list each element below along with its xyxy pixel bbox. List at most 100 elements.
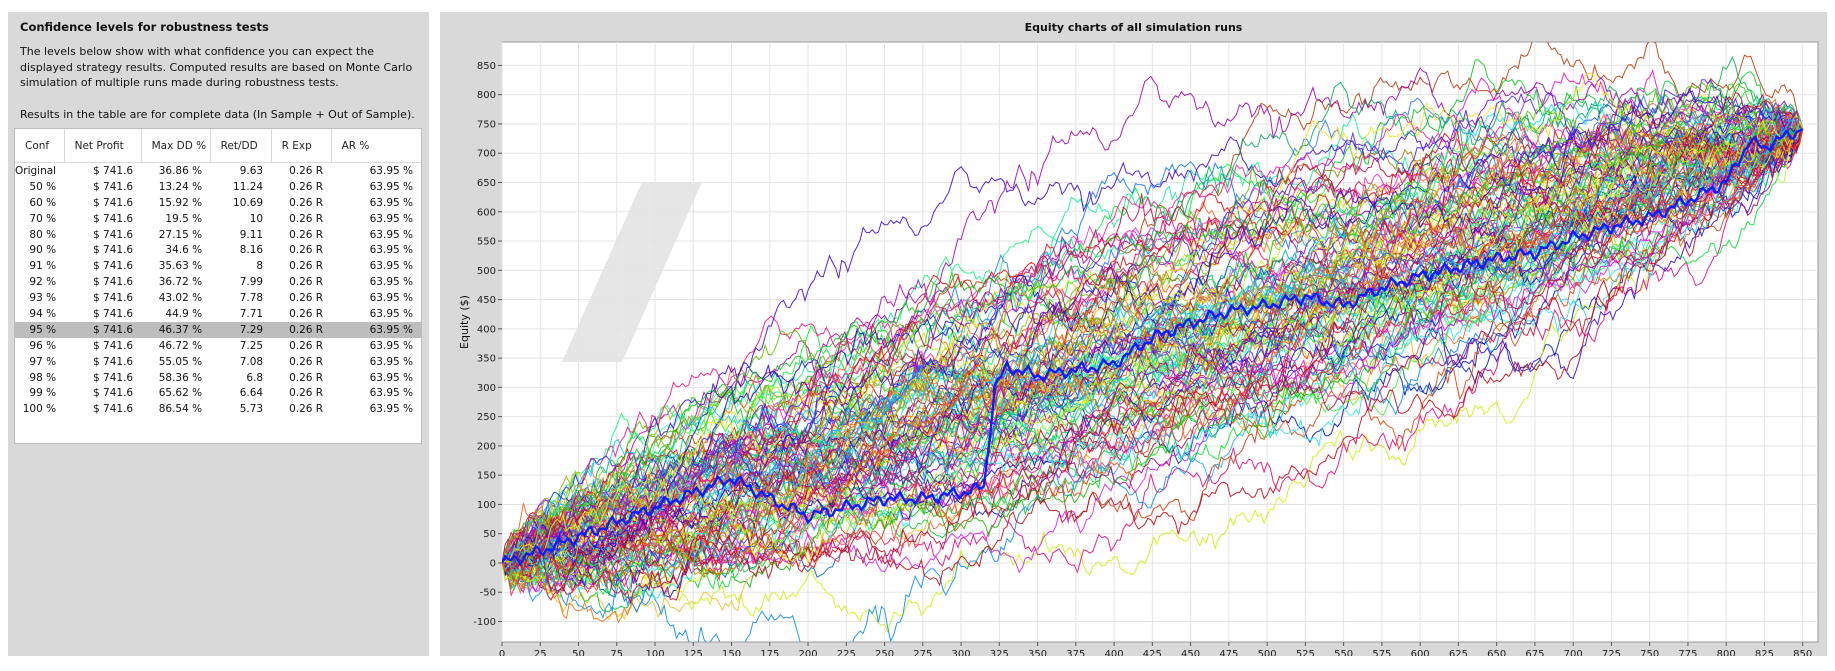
table-cell: 0.26 R: [289, 292, 324, 305]
table-cell: $ 741.6: [64, 321, 142, 338]
table-cell: $ 741.6: [93, 355, 134, 368]
simulation-run-line: [502, 67, 1803, 576]
table-cell: 93 %: [29, 292, 57, 305]
table-row[interactable]: 91 % $ 741.6 35.63 % 8 0.26 R 63.95 %: [15, 258, 421, 274]
x-tick-label: 400: [1105, 649, 1124, 656]
table-cell: 63.95 %: [369, 292, 413, 305]
table-cell: 0.26 R: [289, 276, 324, 289]
equity-chart-panel: Equity charts of all simulation runs 0 25…: [440, 12, 1827, 656]
x-tick-label: 800: [1717, 649, 1736, 656]
simulation-run-line: [502, 128, 1804, 633]
equity-chart: 0 25 50 75 100 125 150 175 200 225 250 275 300 325 350…: [458, 41, 1819, 656]
table-row[interactable]: 92 % $ 741.6 36.72 % 7.99 0.26 R 63.95 %: [15, 274, 421, 290]
column-header-ar[interactable]: AR %: [331, 129, 421, 163]
table-cell: 95 %: [15, 321, 65, 338]
column-header-net-profit[interactable]: Net Profit: [64, 129, 142, 163]
y-tick-label: 50: [483, 529, 496, 540]
table-cell: 0.26 R: [289, 403, 324, 416]
simulation-run-line: [502, 124, 1804, 570]
table-cell: 65.62 %: [158, 387, 203, 400]
table-cell: 63.95 %: [369, 260, 413, 273]
table-cell: 0.26 R: [289, 196, 324, 209]
table-row[interactable]: 80 % $ 741.6 27.15 % 9.11 0.26 R 63.95 %: [15, 227, 421, 243]
table-row[interactable]: 90 % $ 741.6 34.6 % 8.16 0.26 R 63.95 %: [15, 242, 421, 258]
table-cell: 0.26 R: [289, 355, 324, 368]
table-cell: 50 %: [29, 180, 57, 193]
x-tick-label: 675: [1525, 649, 1544, 656]
x-tick-label: 25: [534, 649, 547, 656]
x-tick-label: 150: [722, 649, 741, 656]
table-row[interactable]: 50 % $ 741.6 13.24 % 11.24 0.26 R 63.95 %: [15, 179, 421, 195]
table-row[interactable]: 97 % $ 741.6 55.05 % 7.08 0.26 R 63.95 %: [15, 354, 421, 370]
x-tick-label: 500: [1258, 649, 1277, 656]
column-header-max-dd[interactable]: Max DD %: [141, 129, 211, 163]
table-row[interactable]: 70 % $ 741.6 19.5 % 10 0.26 R 63.95 %: [15, 211, 421, 227]
y-tick-label: 150: [477, 471, 496, 482]
simulation-run-line: [502, 119, 1804, 565]
table-cell: 63.95 %: [369, 164, 413, 177]
x-tick-label: 625: [1449, 649, 1468, 656]
x-tick-label: 550: [1334, 649, 1353, 656]
table-row[interactable]: 96 % $ 741.6 46.72 % 7.25 0.26 R 63.95 %: [15, 338, 421, 354]
table-row[interactable]: Original $ 741.6 36.86 % 9.63 0.26 R 63.95 %: [15, 163, 421, 179]
y-tick-label: 250: [477, 412, 496, 423]
y-tick-label: 300: [477, 383, 496, 394]
table-cell: 0.26 R: [289, 180, 324, 193]
table-cell: 19.5 %: [165, 212, 203, 225]
table-cell: 94 %: [29, 307, 57, 320]
table-cell: 63.95 %: [331, 321, 421, 338]
x-tick-label: 175: [760, 649, 779, 656]
x-tick-label: 525: [1296, 649, 1315, 656]
table-cell: 35.63 %: [158, 260, 203, 273]
table-cell: 0.26 R: [289, 260, 324, 273]
x-tick-label: 0: [499, 649, 505, 656]
table-row[interactable]: 60 % $ 741.6 15.92 % 10.69 0.26 R 63.95 %: [15, 195, 421, 211]
table-cell: 8: [256, 260, 264, 273]
table-cell: 63.95 %: [369, 244, 413, 257]
simulation-run-line: [502, 128, 1804, 588]
y-tick-label: 800: [477, 90, 496, 101]
simulation-run-line: [502, 126, 1803, 564]
simulation-run-line: [502, 120, 1804, 567]
simulation-run-line: [502, 79, 1803, 569]
x-tick-label: 325: [990, 649, 1009, 656]
panel-note: Results in the table are for complete da…: [20, 107, 415, 121]
table-cell: 99 %: [29, 387, 57, 400]
table-row[interactable]: 93 % $ 741.6 43.02 % 7.78 0.26 R 63.95 %: [15, 290, 421, 306]
table-cell: 70 %: [29, 212, 57, 225]
table-row[interactable]: 100 % $ 741.6 86.54 % 5.73 0.26 R 63.95 %: [15, 401, 421, 417]
simulation-run-line: [502, 98, 1804, 564]
table-cell: 11.24: [233, 180, 264, 193]
table-cell: 10: [249, 212, 264, 225]
x-tick-label: 250: [875, 649, 894, 656]
table-cell: 36.72 %: [158, 276, 203, 289]
table-cell: 10.69: [233, 196, 264, 209]
column-header-ret-dd[interactable]: Ret/DD: [210, 129, 272, 163]
table-cell: 0.26 R: [289, 212, 324, 225]
panel-title: Confidence levels for robustness tests: [20, 20, 269, 34]
y-tick-label: 600: [477, 207, 496, 218]
table-cell: 7.08: [239, 355, 264, 368]
table-row[interactable]: 94 % $ 741.6 44.9 % 7.71 0.26 R 63.95 %: [15, 306, 421, 322]
column-header-conf[interactable]: Conf: [15, 129, 65, 163]
column-header-r-exp[interactable]: R Exp: [271, 129, 332, 163]
simulation-run-line: [502, 124, 1804, 564]
simulation-run-line: [502, 126, 1803, 591]
y-axis-label: Equity ($): [458, 295, 471, 349]
table-cell: 34.6 %: [165, 244, 203, 257]
series-group: [502, 42, 1804, 642]
table-row[interactable]: 95 % $ 741.6 46.37 % 7.29 0.26 R 63.95 %: [15, 321, 421, 338]
x-tick-label: 225: [837, 649, 856, 656]
y-tick-label: 650: [477, 178, 496, 189]
simulation-run-line: [502, 105, 1803, 574]
simulation-run-line: [502, 112, 1804, 564]
x-tick-label: 725: [1602, 649, 1621, 656]
table-cell: 9.63: [239, 164, 264, 177]
table-row[interactable]: 99 % $ 741.6 65.62 % 6.64 0.26 R 63.95 %: [15, 385, 421, 401]
simulation-run-line: [502, 128, 1803, 582]
table-row[interactable]: 98 % $ 741.6 58.36 % 6.8 0.26 R 63.95 %: [15, 370, 421, 386]
x-tick-label: 600: [1411, 649, 1430, 656]
table-cell: $ 741.6: [93, 307, 134, 320]
table-cell: $ 741.6: [93, 276, 134, 289]
table-cell: 27.15 %: [158, 228, 203, 241]
